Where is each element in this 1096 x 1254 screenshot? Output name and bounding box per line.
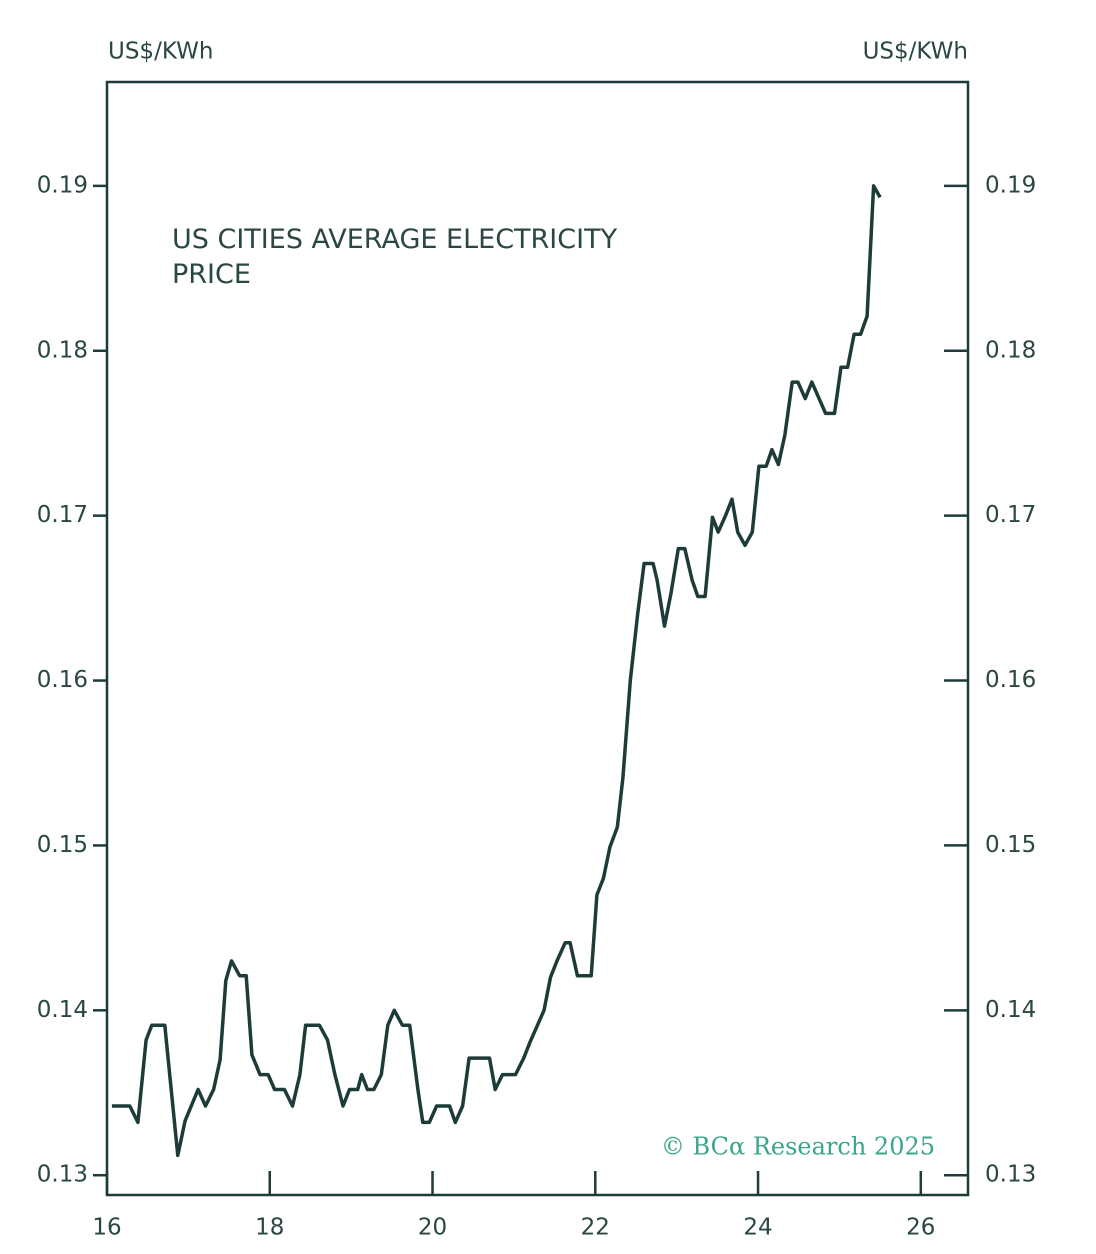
y2-tick-label: 0.14 [985, 997, 1036, 1023]
chart-title: US CITIES AVERAGE ELECTRICITY PRICE [172, 224, 618, 290]
x-tick-label: 26 [906, 1215, 935, 1241]
y2-tick-label: 0.17 [985, 502, 1036, 528]
y-tick-label: 0.14 [37, 997, 88, 1023]
y-tick-label: 0.18 [37, 337, 88, 363]
x-tick-label: 18 [255, 1215, 284, 1241]
y2-tick-label: 0.16 [985, 667, 1036, 693]
y-axis-label: US$/KWh [108, 39, 213, 65]
source: © BCα Research 2025 [661, 1133, 935, 1161]
y-tick-label: 0.17 [37, 502, 88, 528]
x-tick-label: 24 [743, 1215, 772, 1241]
x-tick-label: 16 [92, 1215, 121, 1241]
y-tick-label: 0.13 [37, 1162, 88, 1188]
y2-tick-label: 0.19 [985, 172, 1036, 198]
plot-frame [105, 80, 970, 1197]
line-series [111, 184, 882, 1158]
y-tick-label: 0.19 [37, 172, 88, 198]
y-tick-label: 0.16 [37, 667, 88, 693]
y2-tick-label: 0.18 [985, 337, 1036, 363]
y2-tick-label: 0.15 [985, 832, 1036, 858]
y-tick-label: 0.15 [37, 832, 88, 858]
y2-tick-label: 0.13 [985, 1162, 1036, 1188]
x-tick-label: 22 [581, 1215, 610, 1241]
x-tick-label: 20 [418, 1215, 447, 1241]
y2-axis-label: US$/KWh [863, 39, 968, 65]
